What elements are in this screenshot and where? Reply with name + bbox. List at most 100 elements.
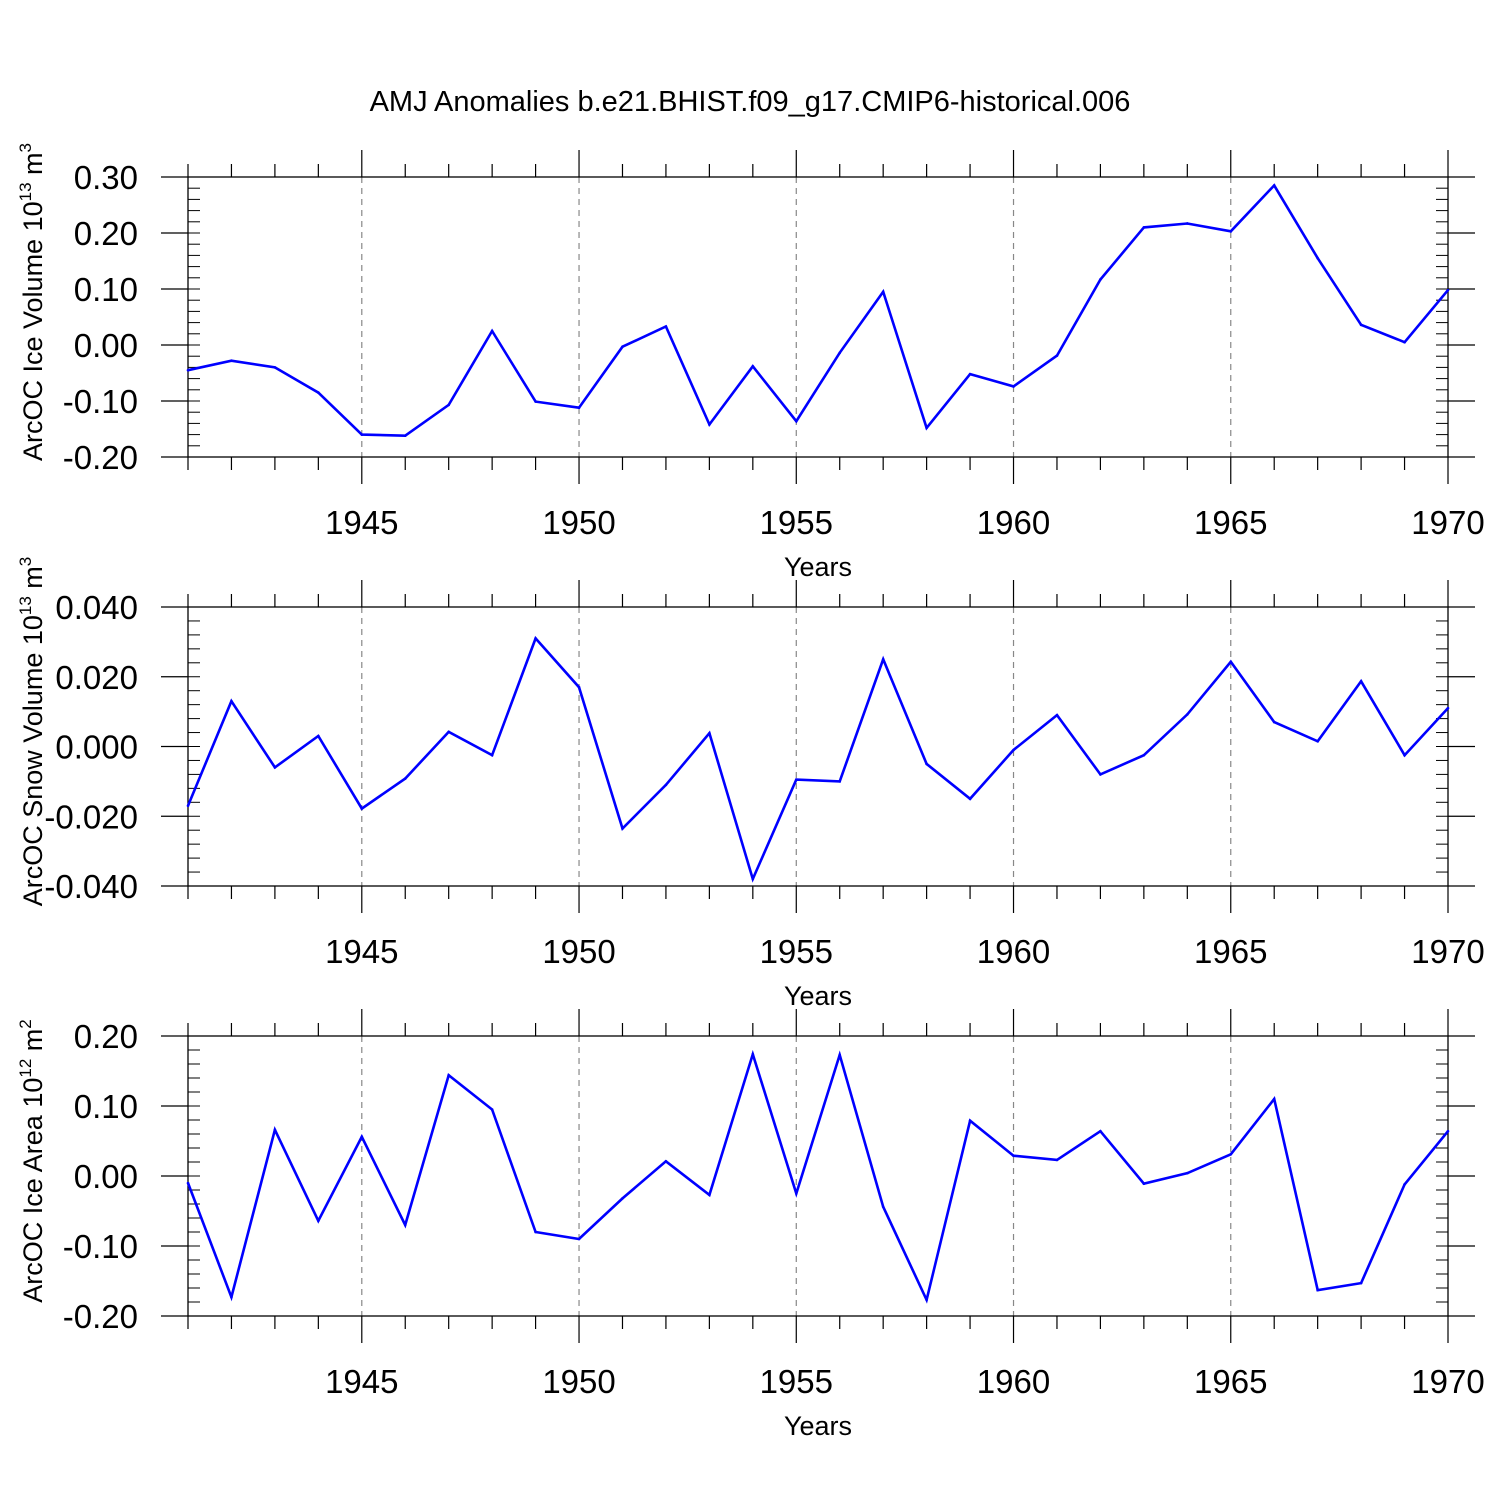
data-point [968, 797, 972, 801]
y-tick-label: 0.20 [74, 215, 138, 252]
data-point [881, 290, 885, 294]
data-point [360, 433, 364, 436]
data-point [1403, 340, 1406, 344]
y-tick-label: 0.00 [74, 327, 138, 364]
panel-2: -0.040 -0.020 0.000 0.020 0.040 1945 1950 1955 1… [16, 557, 1485, 1011]
y-tick-label: -0.020 [44, 798, 138, 835]
data-point [925, 1298, 928, 1302]
data-point [534, 1230, 537, 1234]
y-tick-label: 0.10 [74, 271, 138, 308]
data-point [186, 804, 190, 808]
data-point [1012, 1154, 1015, 1157]
data-point [1142, 226, 1146, 229]
y-tick-label: 0.020 [55, 659, 138, 696]
x-axis-title: Years [784, 1411, 852, 1441]
x-tick-label: 1955 [760, 504, 833, 541]
x-tick-label: 1945 [325, 504, 398, 541]
data-point [230, 359, 233, 362]
x-tick-label: 1960 [977, 1363, 1050, 1400]
data-point [1186, 1171, 1189, 1175]
plot-frame [187, 606, 1449, 887]
data-point [403, 777, 407, 780]
data-point [794, 778, 798, 781]
x-tick-label: 1970 [1411, 504, 1484, 541]
y-axis-title: ArcOC Snow Volume 1013 m3 [16, 557, 48, 907]
data-point [1272, 1097, 1276, 1101]
x-tick-label: 1965 [1194, 504, 1267, 541]
x-tick-label: 1960 [977, 933, 1050, 970]
data-point [230, 1295, 233, 1299]
x-tick-label: 1970 [1411, 1363, 1484, 1400]
data-point [751, 1052, 755, 1056]
data-point [621, 827, 624, 830]
data-point [664, 325, 668, 328]
data-point [186, 1181, 190, 1185]
data-point [751, 364, 755, 368]
data-point [621, 345, 624, 348]
x-tick-label: 1945 [325, 1363, 398, 1400]
data-point [621, 1197, 624, 1200]
y-tick-label: 0.30 [74, 159, 138, 196]
chart-title: AMJ Anomalies b.e21.BHIST.f09_g17.CMIP6-… [370, 86, 1131, 118]
y-tick-label: -0.040 [44, 868, 138, 905]
data-point [664, 783, 668, 787]
data-point [1055, 1158, 1059, 1162]
data-point [490, 329, 494, 333]
data-point [1099, 1129, 1102, 1133]
data-point [1403, 1183, 1406, 1186]
panel-1: -0.20 -0.10 0.00 0.10 0.20 0.30 1945 1950 1955 19… [16, 143, 1485, 582]
data-point [1316, 1288, 1319, 1292]
data-point [881, 658, 885, 661]
data-point [447, 730, 450, 734]
x-tick-label: 1965 [1194, 1363, 1267, 1400]
x-tick-label: 1955 [760, 1363, 833, 1400]
x-tick-label: 1950 [542, 1363, 615, 1400]
data-point [1316, 256, 1319, 260]
data-point [1446, 706, 1450, 710]
y-axis-title: ArcOC Ice Volume 1013 m3 [16, 143, 48, 461]
y-tick-label: 0.20 [74, 1018, 138, 1055]
x-tick-label: 1955 [760, 933, 833, 970]
data-point [708, 1193, 711, 1197]
plot-frame [187, 1035, 1449, 1317]
data-point [577, 685, 581, 689]
y-tick-label: 0.00 [74, 1158, 138, 1195]
data-point [1403, 753, 1406, 757]
data-point [1316, 739, 1319, 743]
series-line [186, 635, 1449, 883]
panel-3: -0.20 -0.10 0.00 0.10 0.20 1945 1950 1955 1960 19… [16, 1009, 1485, 1441]
data-point [1142, 753, 1146, 757]
data-point [1229, 1153, 1233, 1156]
data-point [1186, 713, 1189, 716]
data-point [577, 1237, 581, 1241]
data-point [490, 753, 494, 757]
data-point [925, 762, 928, 766]
y-tick-label: -0.10 [63, 1228, 138, 1265]
y-axis-title: ArcOC Ice Area 1012 m2 [16, 1019, 48, 1303]
data-point [1272, 184, 1276, 187]
data-point [1099, 773, 1102, 776]
y-tick-label: 0.000 [55, 729, 138, 766]
data-point [317, 1219, 320, 1223]
data-point [403, 434, 407, 438]
data-point [1012, 385, 1015, 388]
data-point [1359, 323, 1363, 327]
data-point [794, 1192, 798, 1195]
data-point [317, 734, 320, 738]
x-tick-label: 1965 [1194, 933, 1267, 970]
data-point [968, 372, 972, 376]
y-tick-label: -0.20 [63, 1298, 138, 1335]
data-point [1272, 720, 1276, 724]
data-point [1012, 748, 1015, 752]
data-point [794, 419, 798, 423]
data-point [1055, 713, 1059, 717]
y-tick-label: -0.10 [63, 383, 138, 420]
data-point [968, 1119, 972, 1122]
data-point [1359, 679, 1363, 683]
data-point [360, 1135, 364, 1139]
data-point [838, 1053, 842, 1057]
data-point [534, 400, 537, 403]
data-point [273, 766, 277, 769]
data-point [1446, 1129, 1450, 1133]
